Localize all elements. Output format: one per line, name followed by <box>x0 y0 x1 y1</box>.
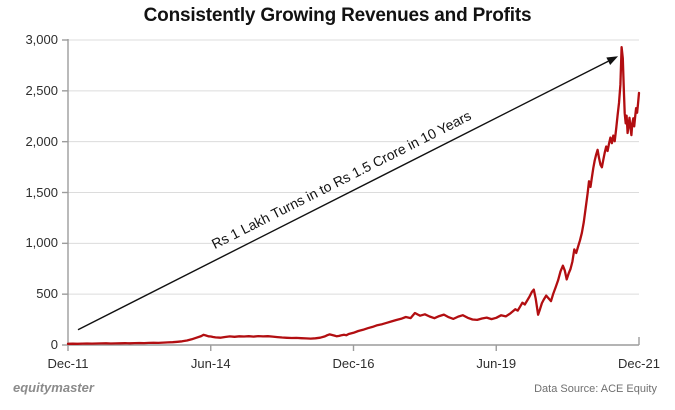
price-series-line <box>66 45 641 345</box>
y-axis-tick-label: 2,000 <box>25 133 58 149</box>
x-axis-tick-label: Dec-21 <box>618 356 660 371</box>
brand-logo: equitymaster <box>13 380 94 395</box>
y-axis-tick-label: 1,000 <box>25 235 58 251</box>
x-axis-tick-label: Jun-19 <box>476 356 517 371</box>
y-axis-tick-label: 3,000 <box>25 32 58 47</box>
y-axis-tick-label: 500 <box>36 286 58 302</box>
y-axis-tick-label: 1,500 <box>25 184 58 200</box>
y-axis-tick-label: 2,500 <box>25 82 58 98</box>
x-axis-tick-label: Dec-11 <box>47 356 89 371</box>
y-axis-tick-label: 0 <box>50 337 58 352</box>
annotation-arrowhead <box>606 56 619 65</box>
x-axis-tick-label: Dec-16 <box>332 356 375 371</box>
annotation-arrow-line <box>77 60 609 331</box>
chart-title: Consistently Growing Revenues and Profit… <box>143 5 532 26</box>
data-source-label: Data Source: ACE Equity <box>534 383 657 395</box>
x-axis-tick-label: Jun-14 <box>190 356 231 371</box>
